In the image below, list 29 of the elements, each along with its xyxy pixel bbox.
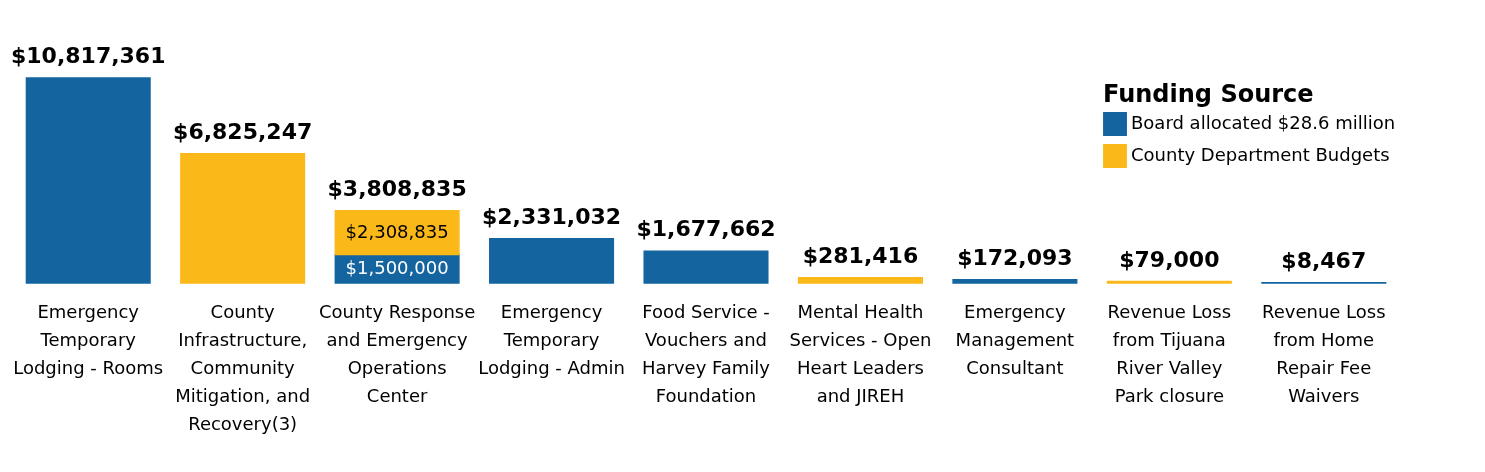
bar	[25, 77, 151, 284]
x-tick-label: Food Service - Vouchers and Harvey Family Foundation	[642, 300, 771, 406]
legend-title: Funding Source	[1103, 80, 1314, 108]
total-label: $1,677,662	[636, 216, 776, 242]
x-tick-label: County Response and Emergency Operations Center	[318, 300, 476, 406]
total-label: $6,825,247	[173, 118, 313, 144]
bar	[180, 152, 306, 284]
data-label: $1,500,000	[345, 256, 449, 278]
bar	[643, 250, 769, 284]
legend-label: Board allocated $28.6 million	[1131, 112, 1396, 133]
bar	[797, 276, 923, 284]
bar	[952, 278, 1078, 284]
total-label: $79,000	[1119, 246, 1220, 272]
total-label: $10,817,361	[10, 43, 166, 68]
total-label: $3,808,835	[327, 175, 467, 201]
total-label: $2,331,032	[481, 203, 622, 229]
x-tick-label: Emergency Temporary Lodging - Rooms	[13, 300, 164, 378]
legend-label: County Department Budgets	[1131, 144, 1390, 165]
x-tick-label: Revenue Loss from Home Repair Fee Waivers	[1261, 300, 1386, 406]
total-label: $281,416	[802, 242, 919, 268]
x-tick-label: Revenue Loss from Tijuana River Valley Park closure	[1107, 300, 1232, 406]
bar	[489, 238, 615, 284]
data-label: $2,308,835	[345, 220, 449, 242]
total-label: $8,467	[1281, 247, 1367, 273]
total-label: $172,093	[957, 244, 1073, 270]
x-tick-label: County Infrastructure, Community Mitigation, and Recovery(3)	[175, 300, 311, 434]
x-tick-label: Mental Health Services - Open Heart Leaders and JIREH	[789, 300, 932, 406]
x-tick-label: Emergency Temporary Lodging - Admin	[478, 300, 625, 378]
x-tick-label: Emergency Management Consultant	[955, 300, 1075, 378]
